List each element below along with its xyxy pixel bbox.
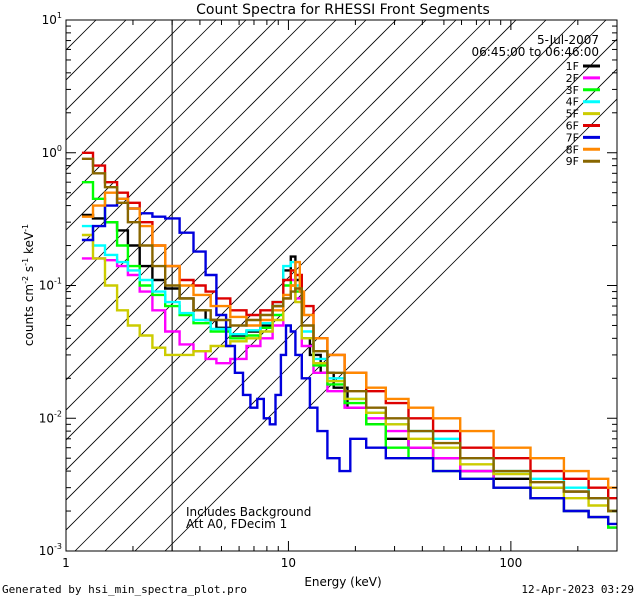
legend-label-9F: 9F — [566, 155, 579, 168]
series-group — [81, 151, 617, 529]
footer-generated-by: Generated by hsi_min_spectra_plot.pro — [2, 583, 248, 596]
hatch-line — [66, 20, 157, 111]
annotation-background: Includes Background — [186, 505, 311, 519]
legend-label-3F: 3F — [566, 84, 579, 97]
hatch-line — [66, 20, 397, 351]
date-label: 5-Jul-2007 — [537, 33, 599, 47]
y-axis-label: counts cm-2 s-1 keV-1 — [21, 224, 36, 346]
footer-timestamp: 12-Apr-2023 03:29 — [521, 583, 634, 596]
hatch-line — [66, 20, 187, 141]
series-6F — [81, 151, 617, 500]
hatch-line — [66, 20, 547, 501]
hatch-line — [74, 20, 607, 551]
legend-label-4F: 4F — [566, 96, 579, 109]
chart-title: Count Spectra for RHESSI Front Segments — [196, 2, 490, 18]
y-tick-label: 101 — [42, 11, 62, 27]
x-tick-labels: 1 10 100 — [62, 556, 522, 570]
y-tick-label: 10-1 — [39, 277, 62, 293]
y-tick-label: 100 — [42, 144, 62, 160]
axis-ticks — [65, 19, 618, 552]
annotation-attenuator: Att A0, FDecim 1 — [186, 517, 287, 531]
y-tick-label: 10-3 — [39, 542, 62, 558]
hatch-line — [134, 68, 617, 551]
series-7F — [81, 197, 617, 526]
hatch-line — [66, 20, 517, 471]
legend-label-6F: 6F — [566, 120, 579, 133]
hatch-line — [164, 98, 617, 551]
y-tick-label: 10-2 — [39, 409, 62, 425]
hatch-line — [66, 20, 367, 321]
legend-label-8F: 8F — [566, 143, 579, 156]
x-tick-label: 1 — [62, 556, 70, 570]
legend-label-7F: 7F — [566, 131, 579, 144]
x-axis-label: Energy (keV) — [304, 575, 381, 589]
series-9F — [81, 157, 617, 513]
legend-label-1F: 1F — [566, 60, 579, 73]
hatch-line — [66, 20, 247, 201]
legend-label-5F: 5F — [566, 108, 579, 121]
hatch-line — [66, 20, 277, 231]
legend-label-2F: 2F — [566, 72, 579, 85]
x-tick-label: 10 — [281, 556, 296, 570]
hatch-line — [66, 20, 307, 261]
hatch-line — [104, 38, 617, 551]
time-range-label: 06:45:00 to 06:46:00 — [472, 45, 599, 59]
hatch-line — [66, 20, 577, 531]
hatch-line — [66, 20, 217, 171]
y-tick-labels: 10-3 10-2 10-1 100 101 — [39, 11, 62, 558]
series-3F — [81, 181, 617, 529]
hatch-line — [66, 20, 427, 381]
x-tick-label: 100 — [499, 556, 522, 570]
hatch-line — [66, 20, 487, 441]
series-8F — [81, 191, 617, 489]
